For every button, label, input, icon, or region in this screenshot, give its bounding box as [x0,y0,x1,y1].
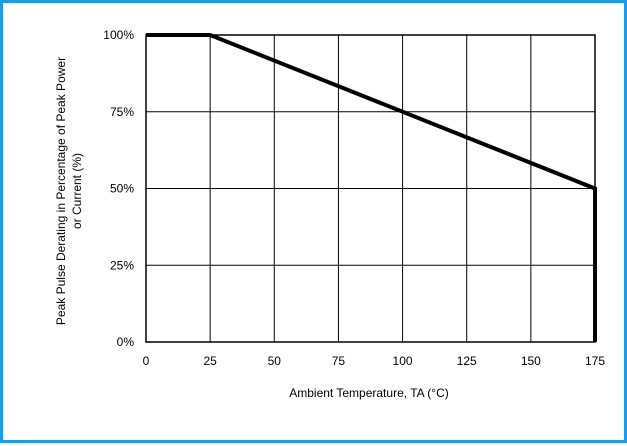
x-tick-label: 125 [457,354,477,368]
x-tick-label: 50 [268,354,282,368]
x-tick-label: 100 [393,354,413,368]
y-axis-label-line1: Peak Pulse Derating in Percentage of Pea… [54,57,68,325]
x-tick-label: 150 [521,354,541,368]
y-axis-label-line2: or Current (%) [70,153,84,229]
x-tick-label: 25 [203,354,217,368]
y-tick-label: 75% [110,105,134,119]
x-tick-label: 0 [143,354,150,368]
y-tick-label: 100% [103,28,134,42]
derating-curve [146,33,597,342]
y-axis-label: Peak Pulse Derating in Percentage of Pea… [54,57,84,325]
x-tick-label: 175 [585,354,605,368]
tick-labels: 0 25 50 75 100 125 150 175 0% 25% 50% 75% 100% [103,28,605,368]
y-tick-label: 0% [117,335,135,349]
grid-layer [145,34,596,343]
y-tick-label: 25% [110,258,134,272]
x-axis-label: Ambient Temperature, TA (°C) [289,386,449,400]
x-tick-label: 75 [332,354,346,368]
derating-chart: 0 25 50 75 100 125 150 175 0% 25% 50% 75% 100% Ambie… [54,28,605,400]
series-layer [146,33,597,342]
y-tick-label: 50% [110,182,134,196]
